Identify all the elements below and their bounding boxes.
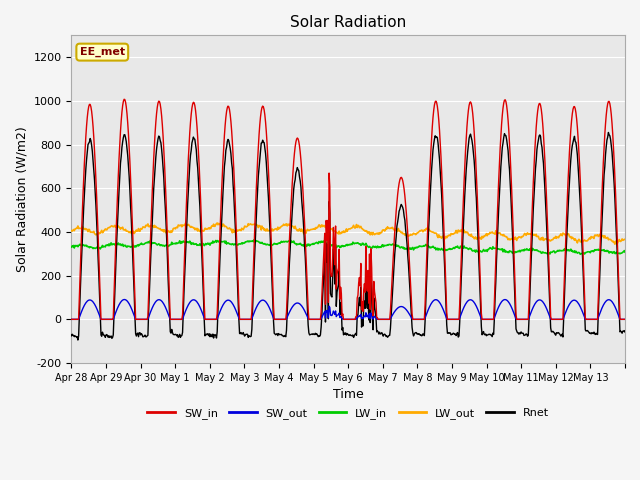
X-axis label: Time: Time xyxy=(333,388,364,401)
Text: EE_met: EE_met xyxy=(80,47,125,57)
Title: Solar Radiation: Solar Radiation xyxy=(290,15,406,30)
Y-axis label: Solar Radiation (W/m2): Solar Radiation (W/m2) xyxy=(15,126,28,272)
Legend: SW_in, SW_out, LW_in, LW_out, Rnet: SW_in, SW_out, LW_in, LW_out, Rnet xyxy=(143,403,554,423)
